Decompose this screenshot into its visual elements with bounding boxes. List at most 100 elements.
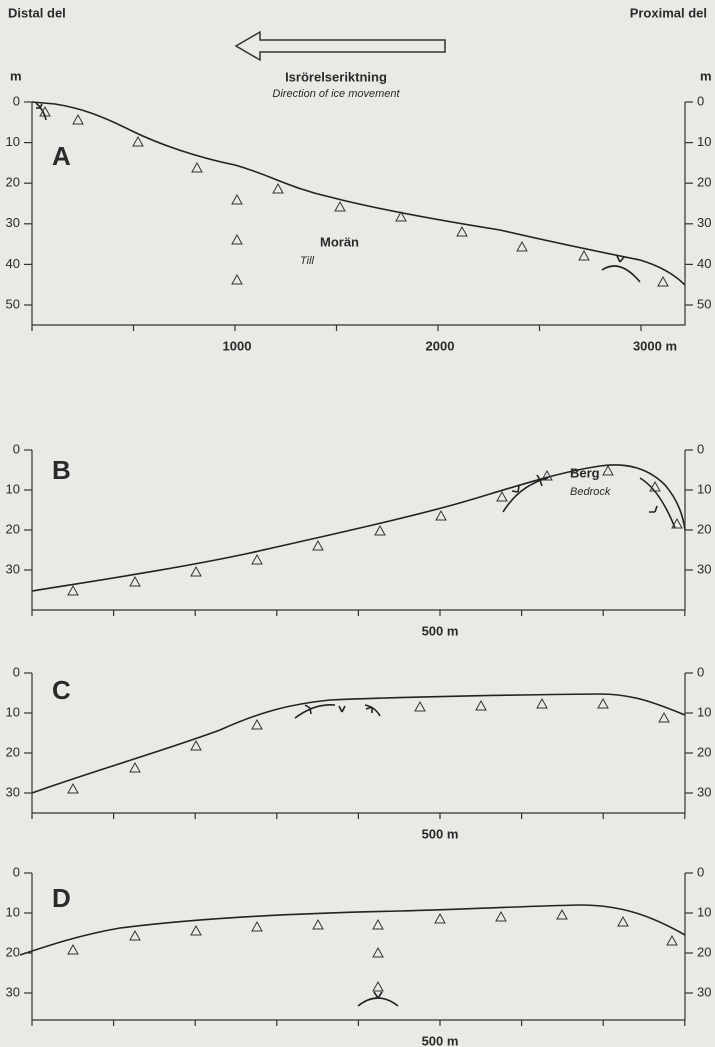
depth-label-right: 20 [697,944,711,959]
bedrock-marks [35,102,676,1007]
till-symbol [190,565,202,577]
till-symbol [536,697,548,709]
depth-label-right: 30 [697,984,711,999]
till-symbol [251,553,263,565]
depth-label-left: 10 [6,134,20,149]
distance-label: 2000 [426,338,455,353]
distance-label: 500 m [422,1033,459,1047]
till-symbol [72,113,84,125]
depth-label-left: 20 [6,944,20,959]
depth-label-left: 20 [6,521,20,536]
direction-arrow [234,30,446,62]
depth-label-left: 50 [6,296,20,311]
depth-label-left: 0 [13,864,20,879]
till-symbol [272,182,284,194]
till-symbol [657,275,669,287]
axis-frame [31,102,686,326]
till-symbol [67,782,79,794]
profile-c [31,693,686,794]
distance-label: 3000 m [633,338,677,353]
till-symbol [496,490,508,502]
depth-label-right: 30 [697,215,711,230]
material-label-en: Bedrock [570,486,611,498]
till-symbol [39,105,51,117]
depth-label-right: 10 [697,134,711,149]
proximal-label: Proximal del [630,5,707,20]
depth-label-right: 20 [697,175,711,190]
till-symbol [556,908,568,920]
depth-label-left: 30 [6,784,20,799]
till-symbol [372,946,384,958]
till-symbol [516,240,528,252]
depth-label-left: 10 [6,904,20,919]
till-symbol [190,739,202,751]
depth-label-left: 10 [6,704,20,719]
depth-label-right: 10 [697,904,711,919]
distal-label: Distal del [8,5,66,20]
till-symbol [666,934,678,946]
till-symbol [67,584,79,596]
unit-right: m [700,68,712,83]
till-symbol [597,697,609,709]
unit-left: m [10,68,22,83]
depth-label-right: 10 [697,481,711,496]
till-symbol [435,509,447,521]
till-symbol [602,464,614,476]
depth-label-right: 0 [697,441,704,456]
material-label: Berg [570,465,600,480]
depth-label-left: 0 [13,664,20,679]
material-label-en: Till [300,255,315,267]
profile-d [19,904,686,956]
depth-label-left: 20 [6,744,20,759]
till-symbol [67,943,79,955]
depth-label-right: 50 [697,296,711,311]
till-symbol [456,225,468,237]
till-symbol [312,539,324,551]
till-symbol [231,193,243,205]
depth-label-right: 20 [697,521,711,536]
till-symbol [191,161,203,173]
panel-label: D [52,883,71,913]
till-symbol [251,718,263,730]
till-symbol [132,135,144,147]
distance-label: 500 m [422,826,459,841]
profile-b [31,464,686,592]
depth-label-left: 0 [13,93,20,108]
depth-label-left: 30 [6,215,20,230]
panel-label: C [52,675,71,705]
direction-label-en: Direction of ice movement [272,88,400,100]
till-symbol [414,700,426,712]
till-symbol [475,699,487,711]
till-symbol [671,517,683,529]
till-symbol [372,980,384,992]
till-symbol [495,910,507,922]
till-symbol [190,924,202,936]
till-symbol [434,912,446,924]
till-symbol [231,233,243,245]
depth-label-right: 0 [697,93,704,108]
panel-label: A [52,141,71,171]
till-symbol [231,273,243,285]
depth-label-right: 20 [697,744,711,759]
depth-label-left: 30 [6,561,20,576]
till-symbol [129,929,141,941]
till-symbol [374,524,386,536]
depth-label-right: 10 [697,704,711,719]
till-symbol [541,469,553,481]
till-symbol [578,249,590,261]
profile-a [31,101,686,286]
till-symbol [372,918,384,930]
till-symbol [395,210,407,222]
direction-label: Isrörelseriktning [285,69,387,84]
depth-label-right: 30 [697,561,711,576]
depth-label-right: 0 [697,864,704,879]
till-symbol [617,915,629,927]
till-symbol [129,761,141,773]
panel-label: B [52,455,71,485]
material-label: Morän [320,234,359,249]
depth-label-right: 40 [697,256,711,271]
till-symbol [649,480,661,492]
axis-frame [31,873,686,1021]
till-symbol [129,575,141,587]
depth-label-left: 0 [13,441,20,456]
